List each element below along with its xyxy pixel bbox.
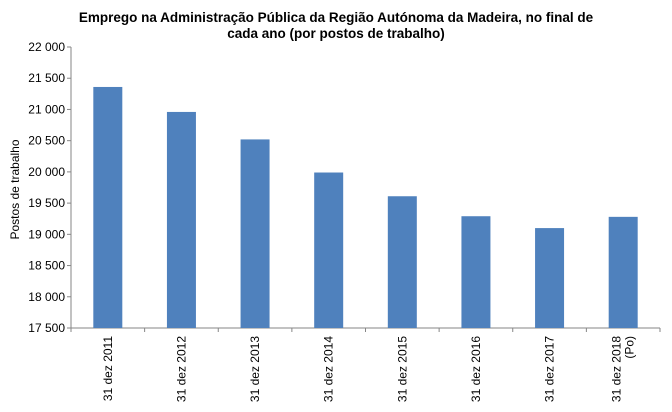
svg-text:31 dez 2014: 31 dez 2014 [322,336,336,402]
y-tick-label: 18 000 [28,290,65,304]
svg-text:31 dez 2017: 31 dez 2017 [543,336,557,402]
bar [314,172,344,328]
y-tick-label: 21 500 [28,71,65,85]
y-tick-label: 20 500 [28,134,65,148]
bar [535,228,565,328]
svg-text:31 dez 2018: 31 dez 2018 [610,336,624,402]
x-tick-label: 31 dez 2017 [543,336,557,402]
x-tick-label: 31 dez 2013 [248,336,262,402]
y-tick-label: 17 500 [28,321,65,335]
y-tick-label: 22 000 [28,40,65,54]
chart-title-line-1: Emprego na Administração Pública da Regi… [78,10,594,25]
svg-text:31 dez 2013: 31 dez 2013 [248,336,262,402]
bar [461,216,491,328]
x-tick-label: 31 dez 2012 [174,336,188,402]
y-tick-label: 21 000 [28,102,65,116]
svg-text:31 dez 2016: 31 dez 2016 [469,336,483,402]
x-tick-label: 31 dez 2011 [101,336,115,401]
y-axis-title: Postos de trabalho [8,139,22,239]
y-tick-label: 20 000 [28,165,65,179]
bar [93,86,123,328]
y-tick-label: 18 500 [28,259,65,273]
y-tick-label: 19 000 [28,227,65,241]
svg-text:(Po): (Po) [623,336,637,359]
bar [608,216,638,328]
y-tick-label: 19 500 [28,196,65,210]
bar [387,196,417,328]
x-tick-label: 31 dez 2014 [322,336,336,402]
bar [166,111,196,328]
x-tick-label: 31 dez 2018 (Po) [610,336,637,402]
x-tick-label: 31 dez 2016 [469,336,483,402]
svg-text:31 dez 2015: 31 dez 2015 [395,336,409,402]
chart-title-line-2: cada ano (por postos de trabalho) [227,26,445,41]
svg-text:31 dez 2012: 31 dez 2012 [174,336,188,402]
bar [240,139,270,328]
x-tick-label: 31 dez 2015 [395,336,409,402]
svg-text:31 dez 2011: 31 dez 2011 [101,336,115,401]
